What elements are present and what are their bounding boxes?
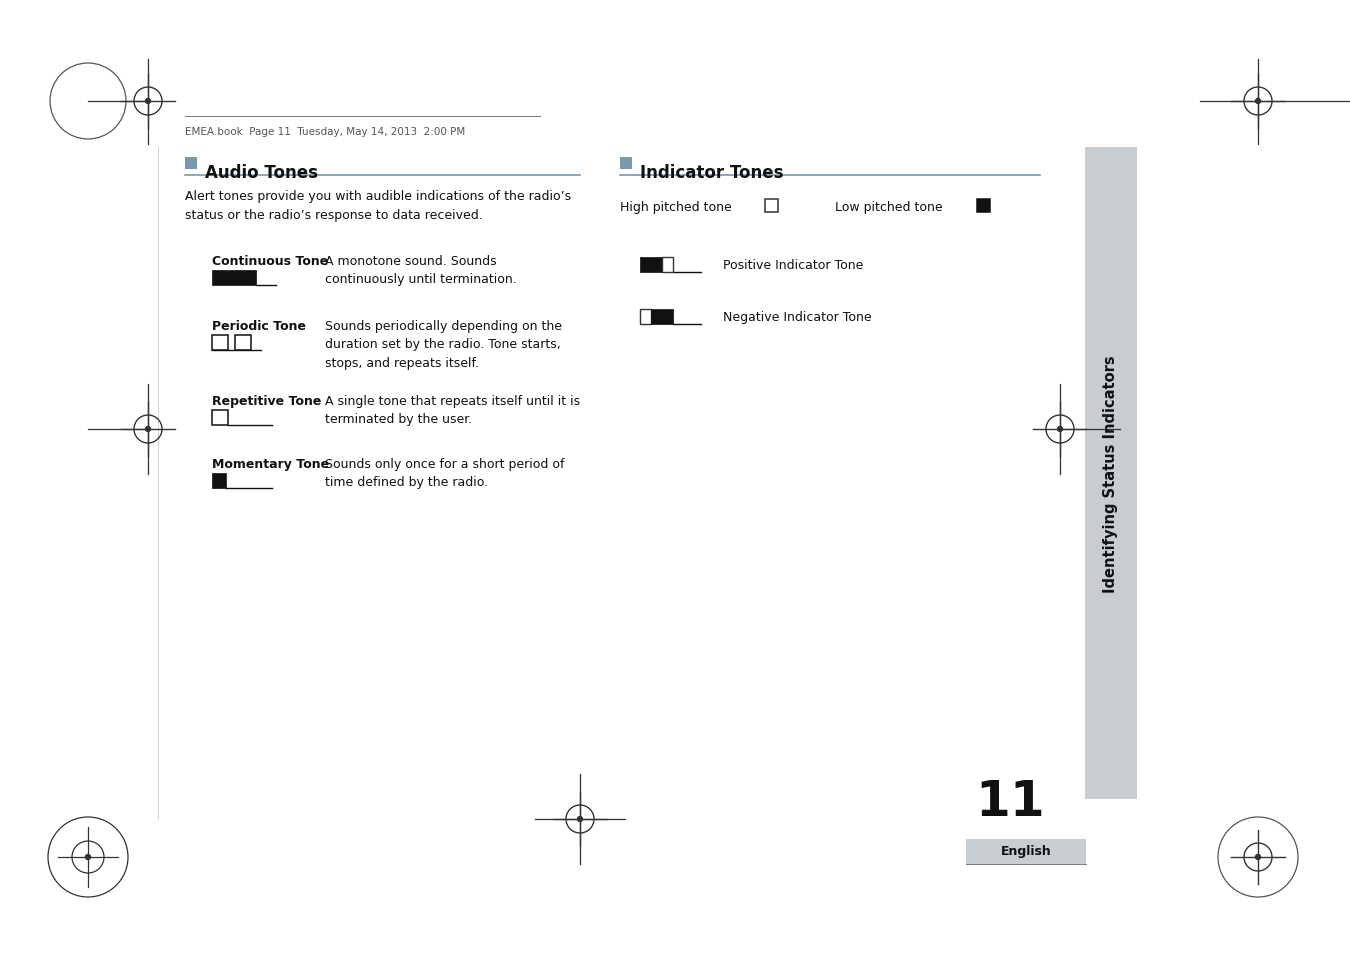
- Text: English: English: [1000, 844, 1052, 858]
- Text: High pitched tone: High pitched tone: [620, 201, 732, 214]
- Bar: [185, 158, 197, 170]
- Text: Sounds periodically depending on the
duration set by the radio. Tone starts,
sto: Sounds periodically depending on the dur…: [325, 319, 562, 370]
- Bar: [967, 840, 1085, 864]
- Text: Alert tones provide you with audible indications of the radio’s
status or the ra: Alert tones provide you with audible ind…: [185, 190, 571, 221]
- Text: Identifying Status Indicators: Identifying Status Indicators: [1103, 355, 1119, 592]
- Bar: [662, 257, 674, 273]
- Bar: [212, 411, 228, 426]
- Text: Sounds only once for a short period of
time defined by the radio.: Sounds only once for a short period of t…: [325, 457, 564, 489]
- Circle shape: [146, 99, 150, 105]
- Text: Positive Indicator Tone: Positive Indicator Tone: [724, 258, 864, 272]
- Circle shape: [1256, 99, 1261, 105]
- Bar: [212, 474, 225, 489]
- Bar: [640, 310, 651, 325]
- Text: Repetitive Tone: Repetitive Tone: [212, 395, 321, 408]
- Circle shape: [146, 427, 150, 432]
- Text: Indicator Tones: Indicator Tones: [640, 164, 783, 182]
- Circle shape: [578, 817, 582, 821]
- Text: Momentary Tone: Momentary Tone: [212, 457, 329, 471]
- Bar: [212, 335, 228, 351]
- Circle shape: [85, 855, 90, 860]
- Bar: [765, 200, 778, 213]
- Text: A single tone that repeats itself until it is
terminated by the user.: A single tone that repeats itself until …: [325, 395, 580, 426]
- Text: EMEA.book  Page 11  Tuesday, May 14, 2013  2:00 PM: EMEA.book Page 11 Tuesday, May 14, 2013 …: [185, 127, 466, 137]
- Text: 11: 11: [975, 778, 1045, 825]
- Text: Continuous Tone: Continuous Tone: [212, 254, 328, 268]
- Text: A monotone sound. Sounds
continuously until termination.: A monotone sound. Sounds continuously un…: [325, 254, 517, 286]
- Bar: [620, 158, 632, 170]
- Bar: [212, 271, 256, 286]
- Text: Periodic Tone: Periodic Tone: [212, 319, 306, 333]
- Bar: [235, 335, 251, 351]
- Bar: [977, 200, 990, 213]
- Bar: [651, 310, 674, 325]
- Bar: [1085, 148, 1137, 800]
- Bar: [640, 257, 662, 273]
- Text: Low pitched tone: Low pitched tone: [836, 201, 942, 214]
- Circle shape: [1057, 427, 1062, 432]
- Text: Audio Tones: Audio Tones: [205, 164, 319, 182]
- Text: Negative Indicator Tone: Negative Indicator Tone: [724, 311, 872, 324]
- Circle shape: [1256, 855, 1261, 860]
